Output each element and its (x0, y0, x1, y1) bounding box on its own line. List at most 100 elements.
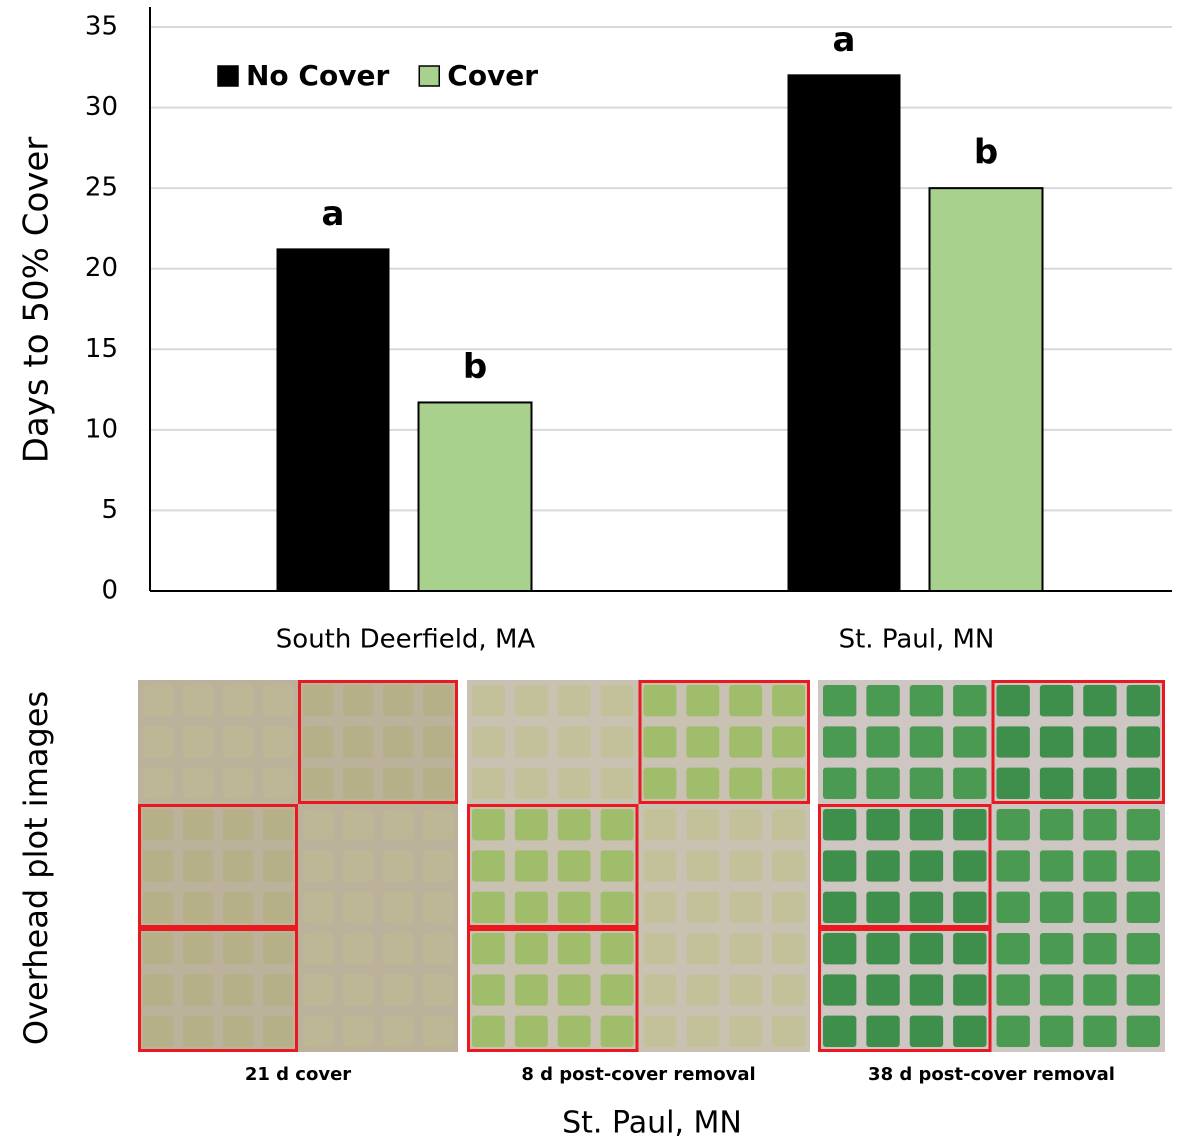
plot-square (343, 891, 373, 923)
image-caption: 8 d post-cover removal (521, 1064, 755, 1085)
plot-square (472, 850, 505, 882)
plot-square (383, 850, 413, 882)
plot-square (514, 726, 548, 758)
plot-square (1039, 767, 1074, 799)
plot-square (1126, 850, 1160, 882)
plot-square (223, 767, 253, 799)
plot-square (343, 933, 373, 965)
plot-square (1126, 809, 1160, 841)
plot-square (383, 933, 413, 965)
plot-square (996, 767, 1030, 799)
plot-square (263, 1015, 293, 1047)
plot-square (772, 1015, 805, 1047)
plot-square (343, 809, 373, 841)
plot-square (557, 974, 591, 1006)
plot-square (514, 933, 548, 965)
plot-square (263, 685, 293, 717)
plot-square (343, 767, 373, 799)
plot-square (423, 1015, 453, 1047)
x-tick-label: St. Paul, MN (839, 625, 995, 655)
plot-square (772, 726, 805, 758)
plot-square (686, 685, 720, 717)
plot-square (143, 850, 173, 882)
plot-square (823, 767, 857, 799)
plot-square (866, 891, 900, 923)
plot-square (686, 726, 720, 758)
plot-square (643, 933, 677, 965)
image-caption: 38 d post-cover removal (868, 1064, 1115, 1085)
plot-square (472, 933, 505, 965)
plot-square (1083, 726, 1117, 758)
significance-letter: a (833, 20, 856, 60)
plot-square (772, 933, 805, 965)
cover-outline (818, 928, 992, 1052)
plot-square (953, 767, 987, 799)
plot-square (953, 685, 987, 717)
plot-square (423, 685, 453, 717)
plot-square (303, 767, 333, 799)
plot-square (143, 685, 173, 717)
plot-square (183, 974, 213, 1006)
y-tick-label: 30 (85, 92, 118, 122)
plot-square (223, 809, 253, 841)
plot-square (183, 891, 213, 923)
plot-square (143, 767, 173, 799)
plot-square (557, 809, 591, 841)
plot-square (729, 974, 763, 1006)
plot-square (953, 1015, 987, 1047)
plot-square (1083, 767, 1117, 799)
plot-square (223, 685, 253, 717)
plot-square (1039, 685, 1074, 717)
cover-outline (467, 804, 639, 928)
plot-square (729, 1015, 763, 1047)
plot-square (343, 974, 373, 1006)
plot-square (643, 685, 677, 717)
significance-letter: b (974, 133, 998, 173)
plot-square (343, 1015, 373, 1047)
plot-square (729, 850, 763, 882)
plot-square (1039, 933, 1074, 965)
plot-square (686, 933, 720, 965)
plot-square (472, 685, 505, 717)
plot-square (263, 891, 293, 923)
plot-square (1083, 850, 1117, 882)
plot-square (303, 726, 333, 758)
plot-square (686, 767, 720, 799)
plot-square (866, 933, 900, 965)
plot-square (953, 974, 987, 1006)
plot-square (1083, 891, 1117, 923)
cover-outline (298, 680, 458, 804)
plot-square (223, 1015, 253, 1047)
plot-square (263, 933, 293, 965)
plot-square (996, 809, 1030, 841)
plot-square (472, 809, 505, 841)
plot-square (183, 726, 213, 758)
plot-square (953, 809, 987, 841)
plot-square (383, 726, 413, 758)
plot-square (1126, 974, 1160, 1006)
plot-square (1039, 850, 1074, 882)
plot-square (557, 685, 591, 717)
plot-square (909, 933, 944, 965)
plot-square (223, 850, 253, 882)
plot-square (183, 685, 213, 717)
plot-square (143, 933, 173, 965)
plot-square (866, 850, 900, 882)
images-x-label: St. Paul, MN (562, 1106, 742, 1141)
plot-square (729, 767, 763, 799)
cover-outline (138, 804, 298, 928)
plot-square (263, 809, 293, 841)
plot-square (303, 891, 333, 923)
plot-square (729, 809, 763, 841)
plot-square (996, 850, 1030, 882)
y-tick-label: 25 (85, 173, 118, 203)
cover-outline (818, 804, 992, 928)
plot-square (643, 1015, 677, 1047)
plot-square (303, 933, 333, 965)
plot-square (1083, 685, 1117, 717)
y-tick-label: 0 (101, 576, 118, 606)
plot-square (823, 891, 857, 923)
plot-square (423, 933, 453, 965)
plot-square (823, 685, 857, 717)
plot-square (383, 767, 413, 799)
